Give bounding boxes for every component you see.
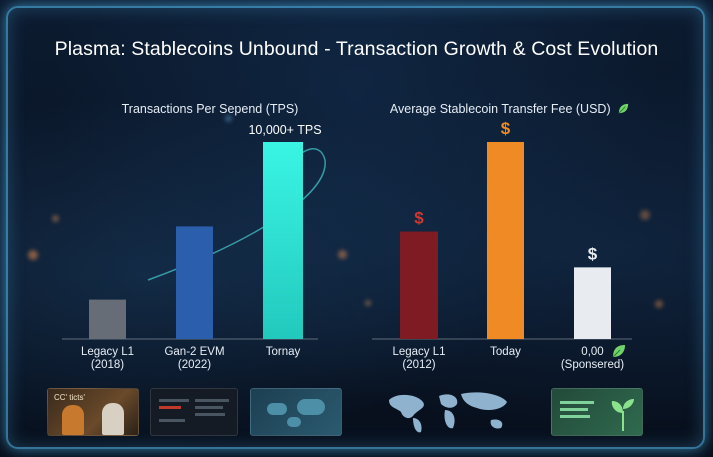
dollar-icon: $ (414, 209, 424, 228)
tps-bar (263, 142, 303, 339)
leaf-icon (618, 103, 629, 114)
dashboard-line (159, 419, 185, 422)
fee-category-label: 0,00 (Sponsered) (561, 346, 624, 371)
tps-category-label: Legacy L1 (2018) (81, 346, 134, 371)
fee-bar (487, 142, 524, 339)
thumbnail-people: CC' ticts' (47, 388, 139, 436)
thumbnail-global-map (383, 388, 519, 436)
bokeh-light (52, 215, 59, 222)
fee-chart-title-text: Average Stablecoin Transfer Fee (USD) (389, 102, 611, 116)
page-title: Plasma: Stablecoins Unbound - Transactio… (54, 38, 659, 60)
dollar-icon: $ (588, 244, 598, 263)
dashboard-line (195, 399, 229, 402)
person-figure (102, 403, 124, 435)
dashboard-line (195, 406, 223, 409)
dollar-icon: $ (501, 119, 511, 138)
map-landmass (267, 403, 287, 415)
bokeh-light (338, 250, 347, 259)
bokeh-light (365, 300, 371, 306)
fee-category-label: Today (490, 346, 521, 358)
sprout-icon (611, 399, 634, 431)
dashboard-line (159, 399, 189, 402)
dashboard-line (195, 413, 225, 416)
map-landmass (297, 399, 325, 415)
tps-category-label: Tornay (266, 346, 301, 358)
world-map-graphic (389, 392, 507, 433)
thumbnail-caption: CC' ticts' (54, 393, 86, 402)
dashboard-line (159, 406, 181, 409)
fee-bar (400, 231, 438, 339)
fee-bar (574, 267, 611, 339)
leaf-icon (612, 345, 625, 358)
bokeh-light (655, 300, 663, 308)
tps-chart-title: Transactions Per Sepend (TPS) (121, 102, 299, 116)
glow-frame (6, 6, 705, 449)
growth-line (560, 415, 590, 418)
tps-bar (89, 299, 126, 339)
growth-line (560, 408, 588, 411)
bokeh-light (225, 115, 232, 122)
growth-line (560, 401, 594, 404)
map-landmass (287, 417, 301, 427)
tps-bar (176, 226, 213, 339)
thumbnail-world-map (250, 388, 342, 436)
thumbnail-growth (551, 388, 643, 436)
tps-category-label: Gan-2 EVM (2022) (164, 346, 224, 371)
person-figure (62, 405, 84, 435)
bokeh-light (640, 210, 650, 220)
fee-chart-title: Average Stablecoin Transfer Fee (USD) (380, 102, 640, 116)
tps-annotation: 10,000+ TPS (248, 123, 321, 137)
bokeh-light (28, 250, 38, 260)
thumbnail-dashboard (150, 388, 238, 436)
fee-category-label: Legacy L1 (2012) (392, 346, 445, 371)
